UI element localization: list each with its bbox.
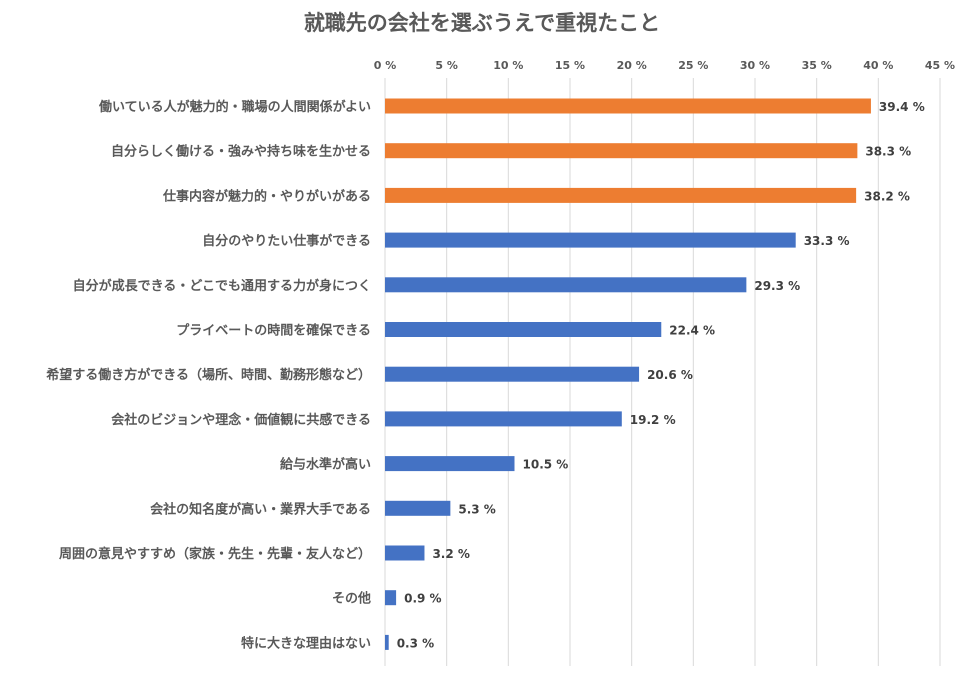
bars (385, 98, 871, 650)
bar (385, 634, 389, 650)
value-label: 29.3 % (754, 279, 800, 293)
x-axis-ticks: 0 % 5 % 10 % 15 % 20 % 25 % 30 % 35 % 40 % 45 % (374, 59, 955, 72)
category-labels: 働いている人が魅力的・職場の人間関係がよい自分らしく働ける・強みや持ち味を生かせ… (46, 99, 371, 651)
bar (385, 277, 747, 293)
value-label: 5.3 % (458, 502, 495, 516)
bar (385, 590, 397, 606)
value-labels: 39.4 % 38.3 % 38.2 % 33.3 % 29.3 % 22.4 % 20.6… (397, 100, 925, 650)
value-label: 38.2 % (864, 189, 910, 203)
bar (385, 366, 640, 382)
category-label: 会社の知名度が高い・業界大手である (150, 501, 371, 517)
x-tick-label: 35 % (802, 59, 832, 72)
x-tick-label: 5 % (435, 59, 458, 72)
value-label: 10.5 % (523, 458, 569, 472)
bar (385, 456, 515, 472)
bar (385, 143, 858, 159)
bar (385, 232, 796, 248)
x-tick-label: 30 % (740, 59, 770, 72)
category-label: 周囲の意見やすすめ（家族・先生・先輩・友人など） (59, 546, 371, 562)
x-tick-label: 40 % (863, 59, 893, 72)
category-label: 自分らしく働ける・強みや持ち味を生かせる (111, 144, 371, 160)
chart-title: 就職先の会社を選ぶうえで重視たこと (304, 11, 660, 35)
x-tick-label: 0 % (374, 59, 397, 72)
x-tick-label: 15 % (555, 59, 585, 72)
x-tick-label: 20 % (617, 59, 647, 72)
category-label: その他 (332, 591, 371, 607)
category-label: 会社のビジョンや理念・価値観に共感できる (111, 412, 371, 428)
bar (385, 500, 451, 516)
bar (385, 98, 871, 114)
value-label: 38.3 % (865, 145, 911, 159)
value-label: 0.9 % (404, 592, 441, 606)
category-label: 自分が成長できる・どこでも通用する力が身につく (73, 278, 371, 294)
bar (385, 545, 425, 561)
x-tick-label: 10 % (493, 59, 523, 72)
category-label: 特に大きな理由はない (241, 635, 371, 651)
category-label: プライベートの時間を確保できる (176, 323, 371, 339)
value-label: 19.2 % (630, 413, 676, 427)
category-label: 給与水準が高い (280, 457, 371, 473)
bar (385, 411, 622, 427)
category-label: 自分のやりたい仕事ができる (202, 233, 371, 249)
category-label: 働いている人が魅力的・職場の人間関係がよい (98, 99, 371, 115)
x-tick-label: 45 % (925, 59, 955, 72)
value-label: 0.3 % (397, 636, 434, 650)
category-label: 希望する働き方ができる（場所、時間、勤務形態など） (46, 367, 371, 383)
bar (385, 187, 857, 203)
value-label: 20.6 % (647, 368, 693, 382)
value-label: 22.4 % (669, 324, 715, 338)
value-label: 39.4 % (879, 100, 925, 114)
value-label: 3.2 % (432, 547, 469, 561)
bar (385, 322, 662, 337)
category-label: 仕事内容が魅力的・やりがいがある (162, 188, 371, 204)
value-label: 33.3 % (804, 234, 850, 248)
x-tick-label: 25 % (678, 59, 708, 72)
